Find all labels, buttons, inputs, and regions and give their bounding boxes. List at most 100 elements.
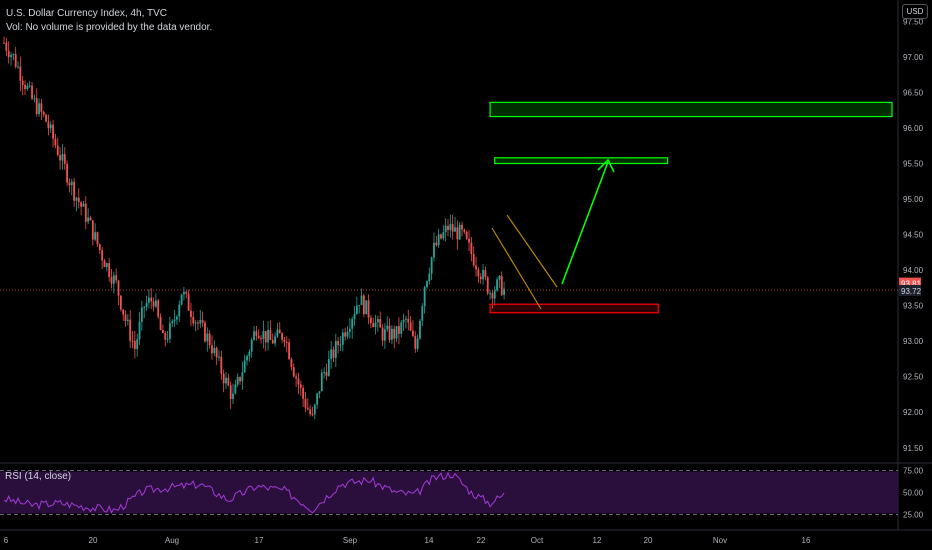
candle-body <box>463 229 466 232</box>
price-axis-tick: 92.50 <box>903 373 924 382</box>
candle-body <box>103 260 106 268</box>
candle-body <box>190 310 192 317</box>
candle-body <box>38 103 40 115</box>
candle-body <box>215 347 218 358</box>
candle-body <box>428 273 431 282</box>
candle-body <box>122 309 125 315</box>
candle-body <box>87 217 90 222</box>
candle-body <box>229 385 232 400</box>
channel-lower-line <box>491 227 542 310</box>
candle-body <box>77 197 80 203</box>
price-axis-tick: 96.50 <box>903 88 924 97</box>
candle-body <box>262 331 265 340</box>
candle-body <box>451 224 454 232</box>
candle-body <box>304 398 307 408</box>
candle-body <box>112 275 115 284</box>
candle-body <box>126 319 129 321</box>
candle-body <box>337 341 340 346</box>
candle-body <box>346 331 349 337</box>
candle-body <box>318 391 321 394</box>
projection-arrow <box>561 161 609 285</box>
candle-body <box>454 227 456 232</box>
candle-body <box>56 145 59 156</box>
rsi-axis-tick: 75.00 <box>903 466 924 475</box>
candle-body <box>292 367 295 377</box>
candle-body <box>225 377 227 384</box>
candle-body <box>10 54 12 58</box>
candle-body <box>173 319 176 322</box>
candle-body <box>94 232 97 240</box>
price-axis-tick: 93.50 <box>903 302 924 311</box>
candle-body <box>288 342 290 360</box>
candle-body <box>241 372 244 382</box>
candle-body <box>398 326 400 334</box>
candle-body <box>449 224 452 231</box>
candle-body <box>475 265 477 270</box>
candle-body <box>3 42 5 44</box>
candle-body <box>374 322 377 328</box>
candle-body <box>211 345 213 354</box>
candle-body <box>185 291 188 294</box>
price-axis-tick: 94.00 <box>903 266 924 275</box>
candle-body <box>496 279 498 291</box>
rsi-line <box>3 471 505 514</box>
candle-body <box>66 163 68 183</box>
candle-body <box>332 349 335 358</box>
candle-body <box>391 328 393 340</box>
candle-body <box>42 111 45 115</box>
candle-body <box>278 329 281 334</box>
candle-body <box>330 349 333 359</box>
currency-button[interactable]: USD <box>902 4 928 19</box>
candle-body <box>479 276 482 280</box>
candle-body <box>311 414 314 416</box>
candle-body <box>131 340 134 342</box>
candle-body <box>115 275 118 281</box>
candle-body <box>21 80 24 85</box>
candle-body <box>486 277 489 294</box>
candle-body <box>59 155 61 161</box>
candle-body <box>49 124 52 129</box>
candle-body <box>269 330 272 340</box>
candle-body <box>52 124 54 139</box>
candle-body <box>248 351 251 357</box>
time-axis-tick: 6 <box>4 536 9 545</box>
price-axis-tick: 94.50 <box>903 231 924 240</box>
candle-body <box>243 360 246 373</box>
candle-body <box>339 344 342 346</box>
candle-body <box>400 322 403 334</box>
candle-body <box>98 244 101 251</box>
candle-body <box>178 304 181 317</box>
candle-body <box>152 301 155 307</box>
candle-body <box>227 377 230 386</box>
candle-body <box>169 323 171 339</box>
candle-body <box>119 295 122 310</box>
candle-body <box>24 84 26 90</box>
candle-body <box>348 328 351 332</box>
candle-body <box>407 318 410 323</box>
candle-body <box>405 318 407 320</box>
candle-body <box>381 327 384 341</box>
candle-body <box>419 320 421 339</box>
time-axis-tick: 12 <box>593 536 602 545</box>
candle-body <box>28 85 31 87</box>
time-axis-tick: Aug <box>165 536 179 545</box>
candle-body <box>412 330 414 337</box>
candle-body <box>416 338 419 349</box>
candle-body <box>31 85 33 99</box>
last-price-tag <box>899 284 921 296</box>
candle-body <box>423 287 426 307</box>
candle-body <box>276 329 279 337</box>
candle-body <box>362 295 365 315</box>
candle-body <box>250 339 253 352</box>
candle-body <box>7 50 10 58</box>
candle-body <box>435 242 438 246</box>
candle-body <box>218 356 220 358</box>
candle-body <box>297 378 300 385</box>
candle-body <box>500 275 503 295</box>
time-axis-tick: 14 <box>425 536 434 545</box>
volume-note: Vol: No volume is provided by the data v… <box>6 22 213 33</box>
candle-body <box>395 326 398 339</box>
candle-body <box>246 356 248 361</box>
candle-body <box>447 225 449 231</box>
